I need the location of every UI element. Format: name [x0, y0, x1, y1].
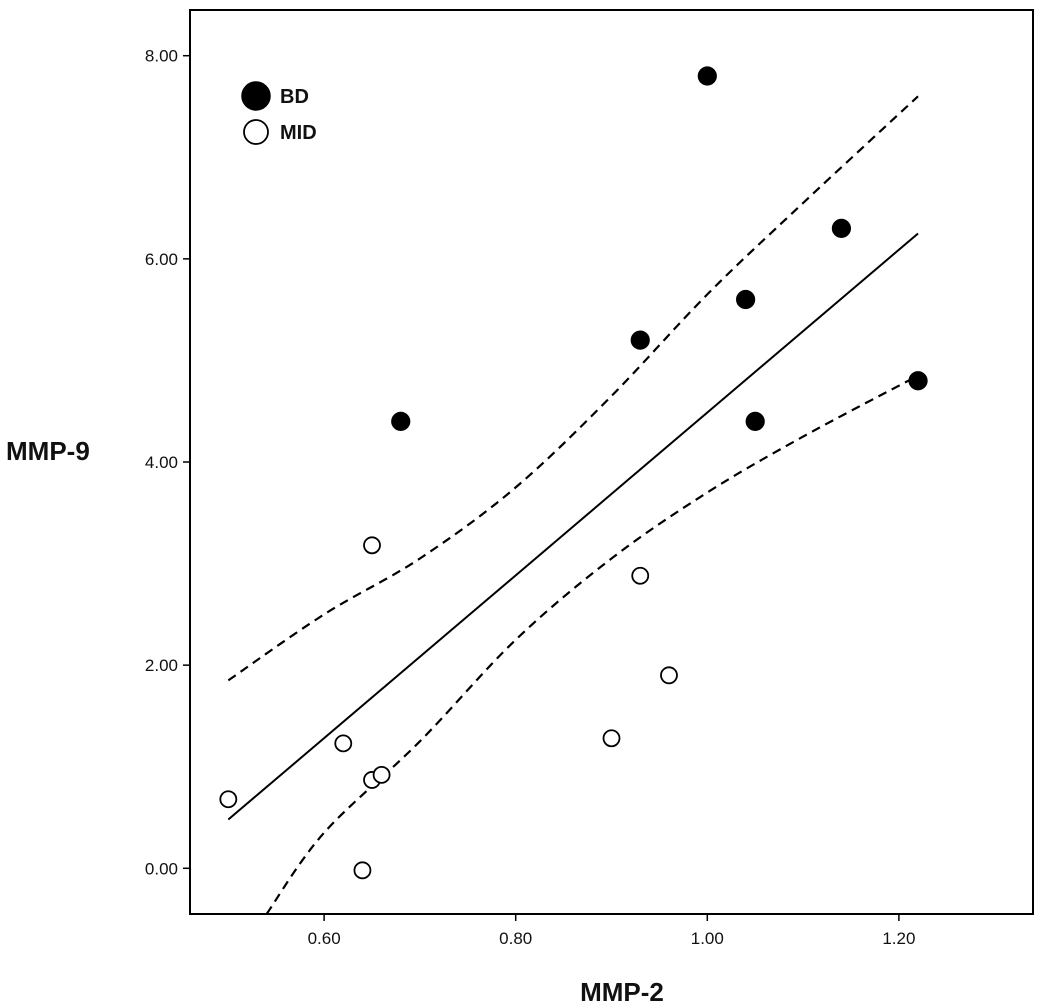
y-tick-label-2: 4.00 [145, 453, 178, 472]
y-tick-label-0: 0.00 [145, 859, 178, 878]
point-mid-1 [334, 734, 353, 753]
x-tick-label-3: 1.20 [882, 929, 915, 948]
point-mid-3 [363, 536, 381, 555]
point-mid-8 [660, 666, 678, 685]
point-mid-6 [602, 729, 621, 748]
data-points [219, 66, 928, 880]
point-bd-0 [391, 411, 411, 431]
point-bd-2 [697, 66, 717, 86]
y-axis-ticks: 0.00 2.00 4.00 6.00 8.00 [145, 47, 190, 878]
legend-label-mid: MID [280, 122, 317, 144]
point-bd-4 [745, 411, 765, 431]
point-mid-5 [372, 765, 391, 784]
x-axis-title: MMP-2 [580, 977, 664, 1005]
x-tick-label-1: 0.80 [499, 929, 532, 948]
legend-marker-mid [243, 119, 269, 145]
regression-line [227, 232, 919, 821]
regression-line-group [227, 232, 919, 821]
y-tick-label-4: 8.00 [145, 47, 178, 66]
confidence-band-lower-95 [265, 374, 919, 915]
x-tick-label-0: 0.60 [308, 929, 341, 948]
y-tick-label-3: 6.00 [145, 250, 178, 269]
legend-label-bd: BD [280, 86, 309, 108]
point-bd-1 [630, 330, 650, 350]
point-mid-0 [219, 790, 238, 809]
plot-frame [189, 9, 1034, 915]
point-mid-7 [631, 566, 650, 585]
y-tick-label-1: 2.00 [145, 656, 178, 675]
confidence-bands [227, 95, 919, 915]
x-tick-label-2: 1.00 [691, 929, 724, 948]
point-mid-2 [353, 861, 372, 880]
point-bd-5 [831, 218, 852, 238]
legend-marker-bd [241, 81, 271, 111]
point-bd-3 [736, 289, 756, 310]
confidence-band-upper-95 [227, 95, 919, 682]
y-axis-title: MMP-9 [6, 436, 90, 466]
legend: BD MID [241, 81, 317, 145]
x-axis-ticks: 0.60 0.80 1.00 1.20 [308, 914, 915, 948]
point-bd-6 [908, 371, 928, 391]
